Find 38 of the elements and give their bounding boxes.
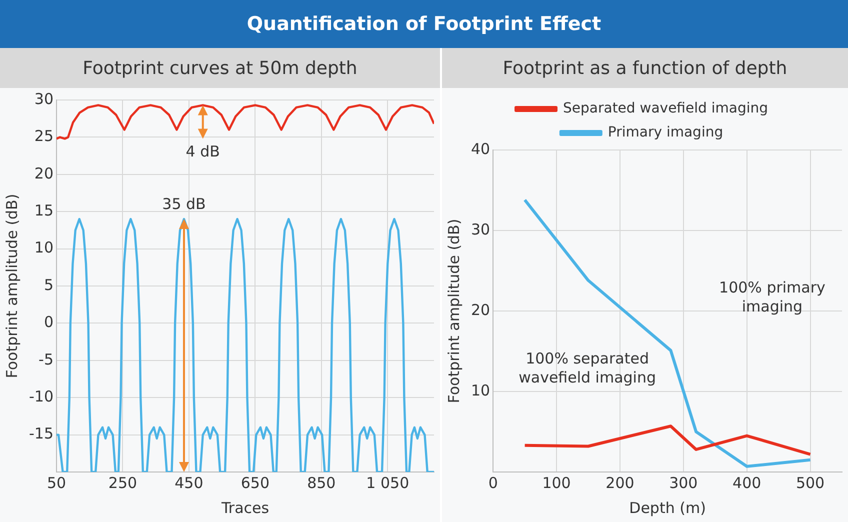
x-tick-label: 50 bbox=[46, 474, 66, 492]
x-tick-label: 450 bbox=[174, 474, 204, 492]
chart-title: Quantification of Footprint Effect bbox=[0, 0, 848, 48]
x-tick-label: 400 bbox=[732, 474, 762, 492]
annotation: 100% primary imaging bbox=[719, 278, 826, 316]
legend-label: Separated wavefield imaging bbox=[563, 100, 768, 117]
x-tick-label: 200 bbox=[606, 474, 634, 492]
y-tick-label: 15 bbox=[34, 201, 54, 220]
y-tick-label: 5 bbox=[44, 276, 54, 294]
y-tick-label: -15 bbox=[29, 424, 54, 443]
y-tick-label: 20 bbox=[470, 300, 490, 319]
chart-subtitle: Footprint curves at 50m depth bbox=[0, 48, 440, 88]
y-tick-label: 40 bbox=[470, 140, 490, 158]
y-tick-label: 0 bbox=[44, 313, 54, 332]
x-tick-label: 100 bbox=[542, 474, 571, 492]
y-tick-label: 20 bbox=[34, 164, 54, 182]
y-tick-label: 10 bbox=[470, 381, 490, 400]
legend-label: Primary imaging bbox=[608, 124, 724, 141]
y-tick-label: -10 bbox=[29, 387, 54, 406]
y-tick-label: 10 bbox=[34, 238, 54, 257]
x-tick-label: 650 bbox=[240, 474, 270, 492]
x-tick-label: 500 bbox=[796, 474, 825, 492]
y-axis-title: Footprint amplitude (dB) bbox=[2, 194, 21, 378]
y-tick-label: 30 bbox=[34, 90, 54, 108]
x-tick-label: 250 bbox=[108, 474, 138, 492]
x-tick-label: 300 bbox=[669, 474, 698, 492]
x-tick-label: 850 bbox=[307, 474, 336, 492]
chart-subtitle: Footprint as a function of depth bbox=[442, 48, 848, 88]
x-axis-title: Depth (m) bbox=[629, 498, 706, 517]
x-axis-title: Traces bbox=[220, 498, 270, 517]
annotation: 4 dB bbox=[186, 142, 220, 161]
y-tick-label: -5 bbox=[38, 350, 54, 368]
y-tick-label: 30 bbox=[470, 220, 490, 238]
x-tick-label: 1 050 bbox=[366, 474, 410, 492]
y-axis-title: Footprint amplitude (dB) bbox=[444, 218, 463, 404]
annotation: 35 dB bbox=[162, 194, 206, 213]
annotation: 100% separated wavefield imaging bbox=[518, 349, 656, 386]
y-tick-label: 25 bbox=[34, 127, 54, 146]
